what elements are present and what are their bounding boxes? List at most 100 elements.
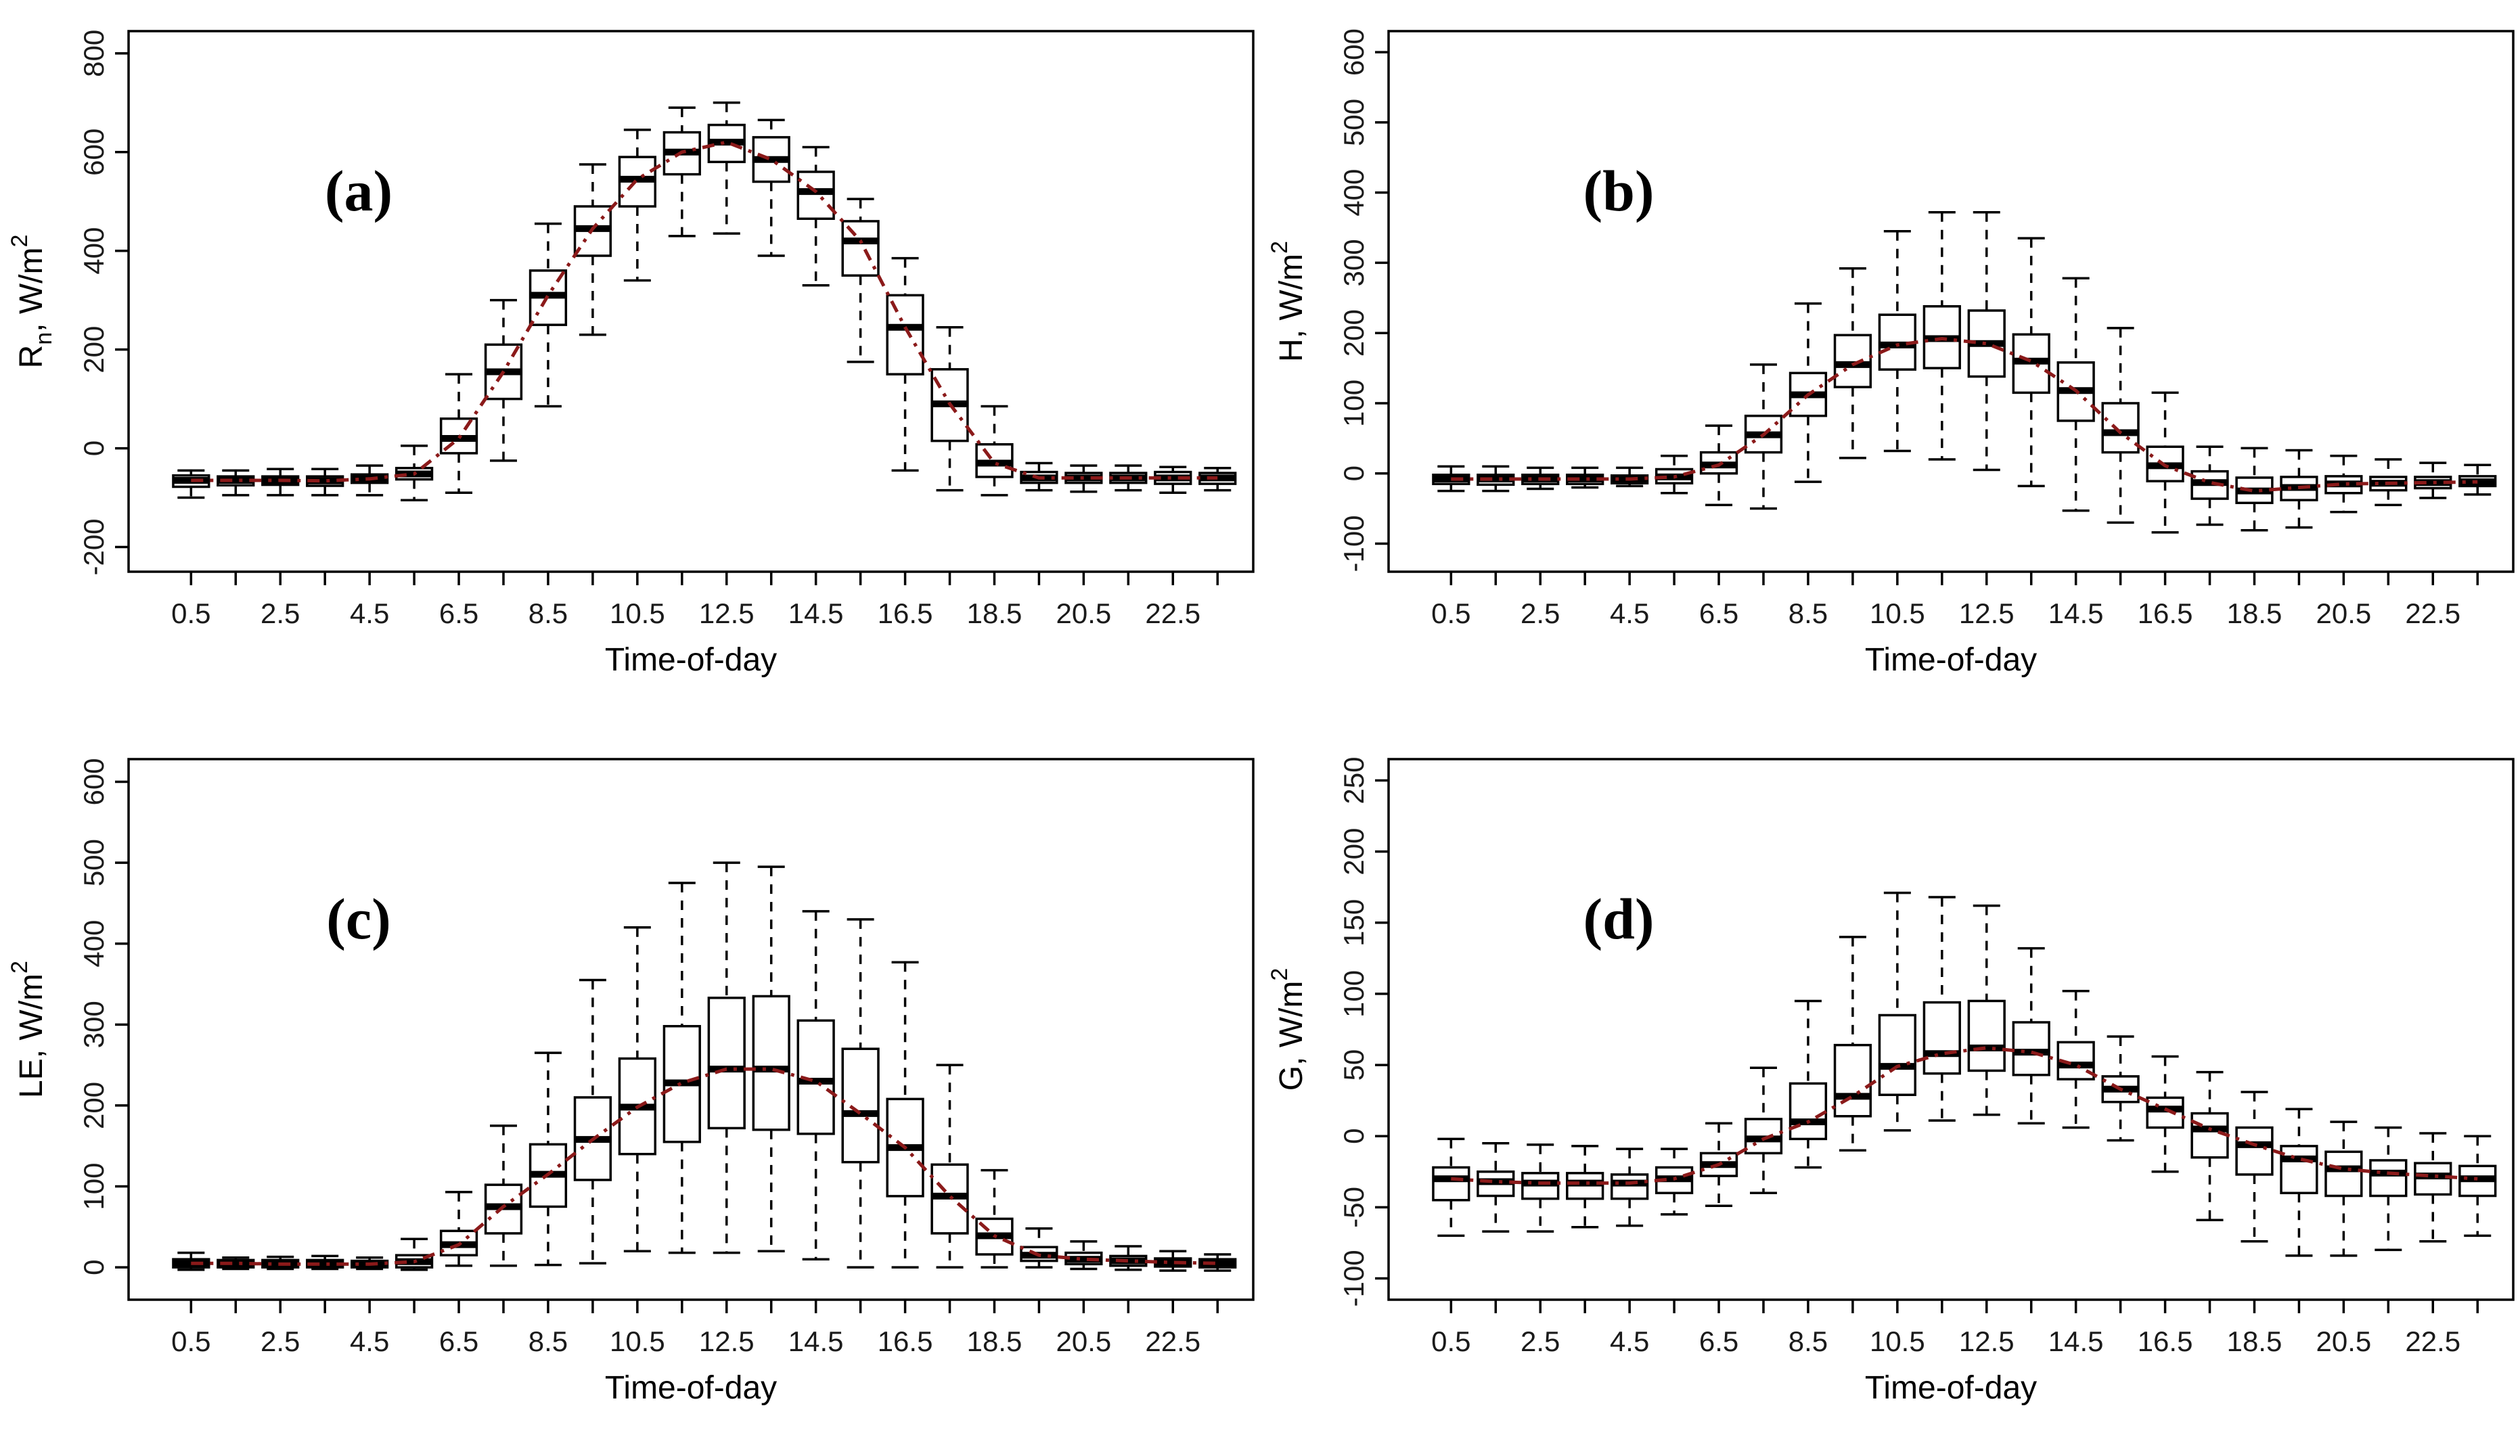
x-tick-label: 12.5 bbox=[699, 597, 755, 629]
boxplot-hour-10.5 bbox=[618, 129, 656, 282]
y-tick-label: 600 bbox=[78, 758, 110, 805]
x-tick-label: 14.5 bbox=[788, 597, 844, 629]
x-tick-label: 22.5 bbox=[2405, 1325, 2460, 1357]
boxplot-hour-14.5 bbox=[796, 145, 835, 287]
y-tick-label: 400 bbox=[1338, 169, 1370, 217]
x-tick-label: 6.5 bbox=[439, 597, 478, 629]
x-tick-label: 12.5 bbox=[699, 1325, 755, 1357]
x-tick-label: 14.5 bbox=[2048, 1325, 2104, 1357]
x-axis: 0.5 2.5 4.5 6.5 8.5 10.5 12.5 14.5 16.5 18.5 20.5 2… bbox=[171, 572, 1219, 678]
y-tick-label: 0 bbox=[78, 1259, 110, 1275]
panel-letter: (d) bbox=[1583, 886, 1654, 951]
y-tick-label: 200 bbox=[78, 326, 110, 373]
x-tick-label: 22.5 bbox=[2405, 597, 2460, 629]
y-tick-label: 600 bbox=[78, 129, 110, 176]
x-axis: 0.5 2.5 4.5 6.5 8.5 10.5 12.5 14.5 16.5 18.5 20.5 2… bbox=[171, 1300, 1219, 1406]
y-tick-label: 100 bbox=[78, 1163, 110, 1210]
boxplot-hour-13.5 bbox=[752, 865, 790, 1252]
x-axis-label: Time-of-day bbox=[605, 642, 777, 678]
plot-border bbox=[1387, 30, 2515, 573]
boxplot-hour-12.5 bbox=[1967, 904, 2006, 1116]
boxplot-hour-20.5 bbox=[2324, 1120, 2363, 1257]
chart-panel-a: -200 0 200 400 600 800 0.5 2.5 4.5 6.5 8.5 10.5 12.5… bbox=[0, 0, 1260, 728]
panel-letter: (c) bbox=[326, 886, 390, 951]
boxplot-hour-10.5 bbox=[1878, 891, 1916, 1132]
boxplot-hour-23.5 bbox=[2458, 1135, 2497, 1237]
boxplot-hour-13.5 bbox=[2012, 237, 2050, 488]
x-tick-label: 8.5 bbox=[528, 1325, 568, 1357]
x-tick-label: 22.5 bbox=[1145, 1325, 1200, 1357]
y-tick-label: 500 bbox=[78, 839, 110, 886]
y-tick-label: 0 bbox=[1338, 1129, 1370, 1144]
boxplot-hour-19.5 bbox=[2280, 1108, 2318, 1257]
boxplot-hour-21.5 bbox=[2369, 1126, 2408, 1252]
panel-letter: (a) bbox=[325, 158, 392, 223]
median-trend-line bbox=[1451, 1046, 2478, 1185]
x-tick-label: 6.5 bbox=[1699, 1325, 1738, 1357]
x-tick-label: 6.5 bbox=[439, 1325, 478, 1357]
y-tick-label: 250 bbox=[1338, 757, 1370, 804]
x-axis-label: Time-of-day bbox=[1865, 642, 2037, 678]
x-tick-label: 14.5 bbox=[2048, 597, 2104, 629]
y-tick-label: 150 bbox=[1338, 899, 1370, 947]
boxplot-hour-11.5 bbox=[662, 882, 701, 1254]
y-axis-label: H, W/m2 bbox=[1267, 241, 1309, 362]
y-tick-label: 200 bbox=[78, 1082, 110, 1129]
panel-d: -100 -50 0 50 100 150 200 250 0.5 2.5 4.5 6.5 8.5 10.… bbox=[1260, 728, 2520, 1456]
plot-border bbox=[127, 758, 1255, 1301]
y-tick-label: 300 bbox=[78, 1001, 110, 1048]
y-tick-label: -200 bbox=[78, 518, 110, 575]
x-tick-label: 18.5 bbox=[967, 1325, 1022, 1357]
boxplot-hour-14.5 bbox=[2056, 989, 2095, 1129]
y-tick-label: 800 bbox=[78, 30, 110, 77]
y-axis-label: LE, W/m2 bbox=[7, 961, 49, 1098]
y-tick-label: -100 bbox=[1338, 515, 1370, 572]
panel-background bbox=[0, 0, 1260, 728]
panel-letter: (b) bbox=[1583, 158, 1654, 223]
plot-border bbox=[127, 30, 1255, 573]
x-axis: 0.5 2.5 4.5 6.5 8.5 10.5 12.5 14.5 16.5 18.5 20.5 2… bbox=[1431, 572, 2479, 678]
x-tick-label: 10.5 bbox=[610, 1325, 665, 1357]
x-tick-label: 16.5 bbox=[2138, 597, 2193, 629]
y-axis: -100 0 100 200 300 400 500 600 bbox=[1338, 28, 1389, 572]
x-tick-label: 2.5 bbox=[261, 597, 300, 629]
boxplot-hour-8.5 bbox=[1788, 999, 1828, 1169]
y-axis-label: G, W/m2 bbox=[1267, 968, 1309, 1091]
y-tick-label: -100 bbox=[1338, 1250, 1370, 1306]
chart-panel-b: -100 0 100 200 300 400 500 600 0.5 2.5 4.5 6.5 8.5 10… bbox=[1260, 0, 2520, 728]
x-axis-label: Time-of-day bbox=[605, 1370, 777, 1406]
x-tick-label: 8.5 bbox=[1788, 1325, 1828, 1357]
x-tick-label: 2.5 bbox=[1521, 1325, 1560, 1357]
boxplot-hour-15.5 bbox=[2101, 327, 2140, 524]
boxplot-hour-12.5 bbox=[707, 861, 746, 1254]
panel-b: -100 0 100 200 300 400 500 600 0.5 2.5 4.5 6.5 8.5 10… bbox=[1260, 0, 2520, 728]
boxplot-hour-13.5 bbox=[2012, 947, 2050, 1125]
x-tick-label: 16.5 bbox=[878, 597, 933, 629]
x-tick-label: 22.5 bbox=[1145, 597, 1200, 629]
x-tick-label: 4.5 bbox=[1610, 1325, 1649, 1357]
boxplot-hour-16.5 bbox=[886, 256, 924, 472]
x-tick-label: 16.5 bbox=[2138, 1325, 2193, 1357]
panel-c: 0 100 200 300 400 500 600 0.5 2.5 4.5 6.5 8.5 10.5 12… bbox=[0, 728, 1260, 1456]
boxplot-hour-22.5 bbox=[1154, 465, 1192, 495]
y-tick-label: 600 bbox=[1338, 28, 1370, 76]
x-tick-label: 16.5 bbox=[878, 1325, 933, 1357]
x-axis: 0.5 2.5 4.5 6.5 8.5 10.5 12.5 14.5 16.5 18.5 20.5 2… bbox=[1431, 1300, 2479, 1406]
boxplot-hour-17.5 bbox=[2190, 445, 2229, 526]
median-trend-line bbox=[1451, 336, 2478, 493]
y-axis: -100 -50 0 50 100 150 200 250 bbox=[1338, 757, 1389, 1306]
x-tick-label: 0.5 bbox=[1431, 597, 1470, 629]
plot-border bbox=[1387, 758, 2515, 1301]
boxplot-hour-15.5 bbox=[841, 918, 880, 1269]
x-tick-label: 20.5 bbox=[2316, 1325, 2372, 1357]
median-trend-line bbox=[191, 140, 1218, 483]
boxplot-hour-17.5 bbox=[2190, 1070, 2229, 1222]
boxplot-hour-17.5 bbox=[930, 1064, 969, 1269]
y-tick-label: 400 bbox=[78, 227, 110, 275]
boxplot-hour-9.5 bbox=[1833, 936, 1872, 1152]
y-tick-label: 400 bbox=[78, 920, 110, 968]
x-tick-label: 0.5 bbox=[171, 1325, 210, 1357]
boxplots bbox=[172, 101, 1237, 501]
x-tick-label: 10.5 bbox=[1870, 1325, 1925, 1357]
